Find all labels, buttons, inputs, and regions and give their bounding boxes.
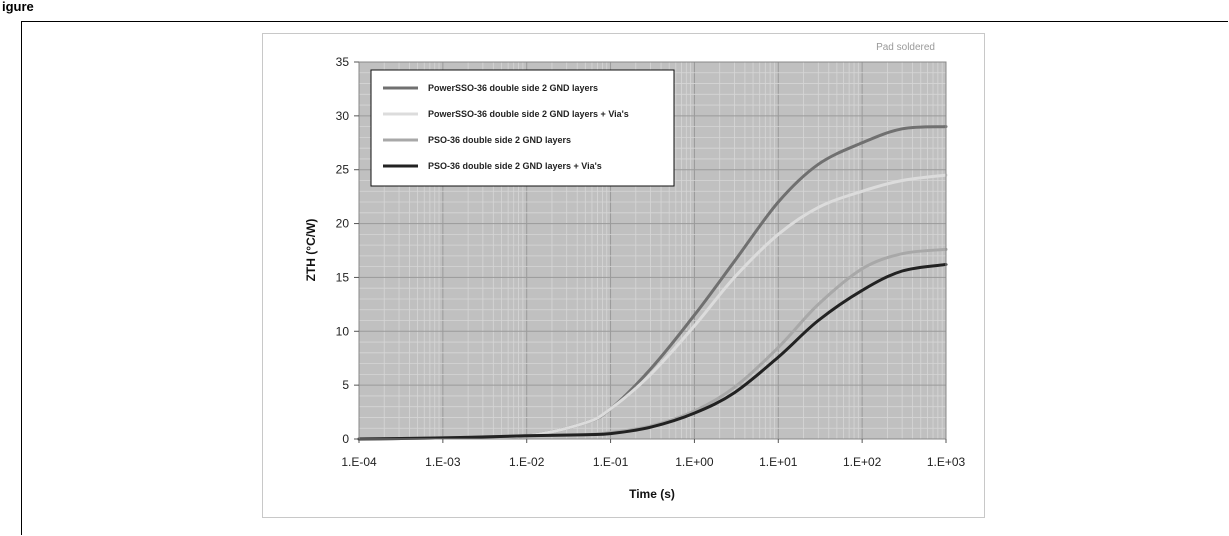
pad-soldered-annotation: Pad soldered — [876, 42, 935, 53]
x-tick-label: 1.E-03 — [425, 455, 461, 469]
series-line-4 — [357, 263, 948, 441]
legend-label-1: PowerSSO-36 double side 2 GND layers — [428, 83, 598, 93]
x-tick-label: 1.E-01 — [593, 455, 629, 469]
x-tick-label: 1.E+01 — [759, 455, 798, 469]
y-tick-label: 30 — [336, 109, 350, 123]
plot-border — [358, 61, 947, 440]
x-tick-label: 1.E-02 — [509, 455, 545, 469]
x-axis: 1.E-04 1.E-03 1.E-02 1.E-01 1.E+00 1.E+01 1.E+… — [341, 439, 966, 469]
y-tick-label: 20 — [336, 217, 350, 231]
legend-label-2: PowerSSO-36 double side 2 GND layers + V… — [428, 109, 629, 119]
y-tick-label: 10 — [336, 324, 350, 338]
y-tick-label: 0 — [342, 432, 349, 446]
x-tick-label: 1.E+00 — [675, 455, 714, 469]
legend-label-3: PSO-36 double side 2 GND layers — [428, 135, 571, 145]
y-tick-label: 25 — [336, 163, 350, 177]
chart-container: 0 5 10 15 20 25 30 35 1.E-04 1.E-03 1.E-02 1.E-01 1… — [262, 33, 985, 518]
y-tick-label: 35 — [336, 55, 350, 69]
y-tick-label: 5 — [342, 378, 349, 392]
legend: PowerSSO-36 double side 2 GND layers Powe… — [370, 69, 675, 187]
y-axis-title: ZTH (°C/W) — [304, 219, 318, 282]
x-axis-title: Time (s) — [629, 487, 675, 501]
legend-box — [370, 69, 675, 187]
figure-frame — [21, 21, 1228, 535]
x-tick-label: 1.E-04 — [341, 455, 377, 469]
series-group — [357, 125, 948, 441]
x-tick-label: 1.E+03 — [927, 455, 966, 469]
legend-label-4: PSO-36 double side 2 GND layers + Via's — [428, 161, 602, 171]
x-tick-label: 1.E+02 — [843, 455, 882, 469]
y-tick-label: 15 — [336, 270, 350, 284]
y-axis: 0 5 10 15 20 25 30 35 — [336, 55, 359, 446]
figure-caption: igure — [2, 0, 34, 14]
